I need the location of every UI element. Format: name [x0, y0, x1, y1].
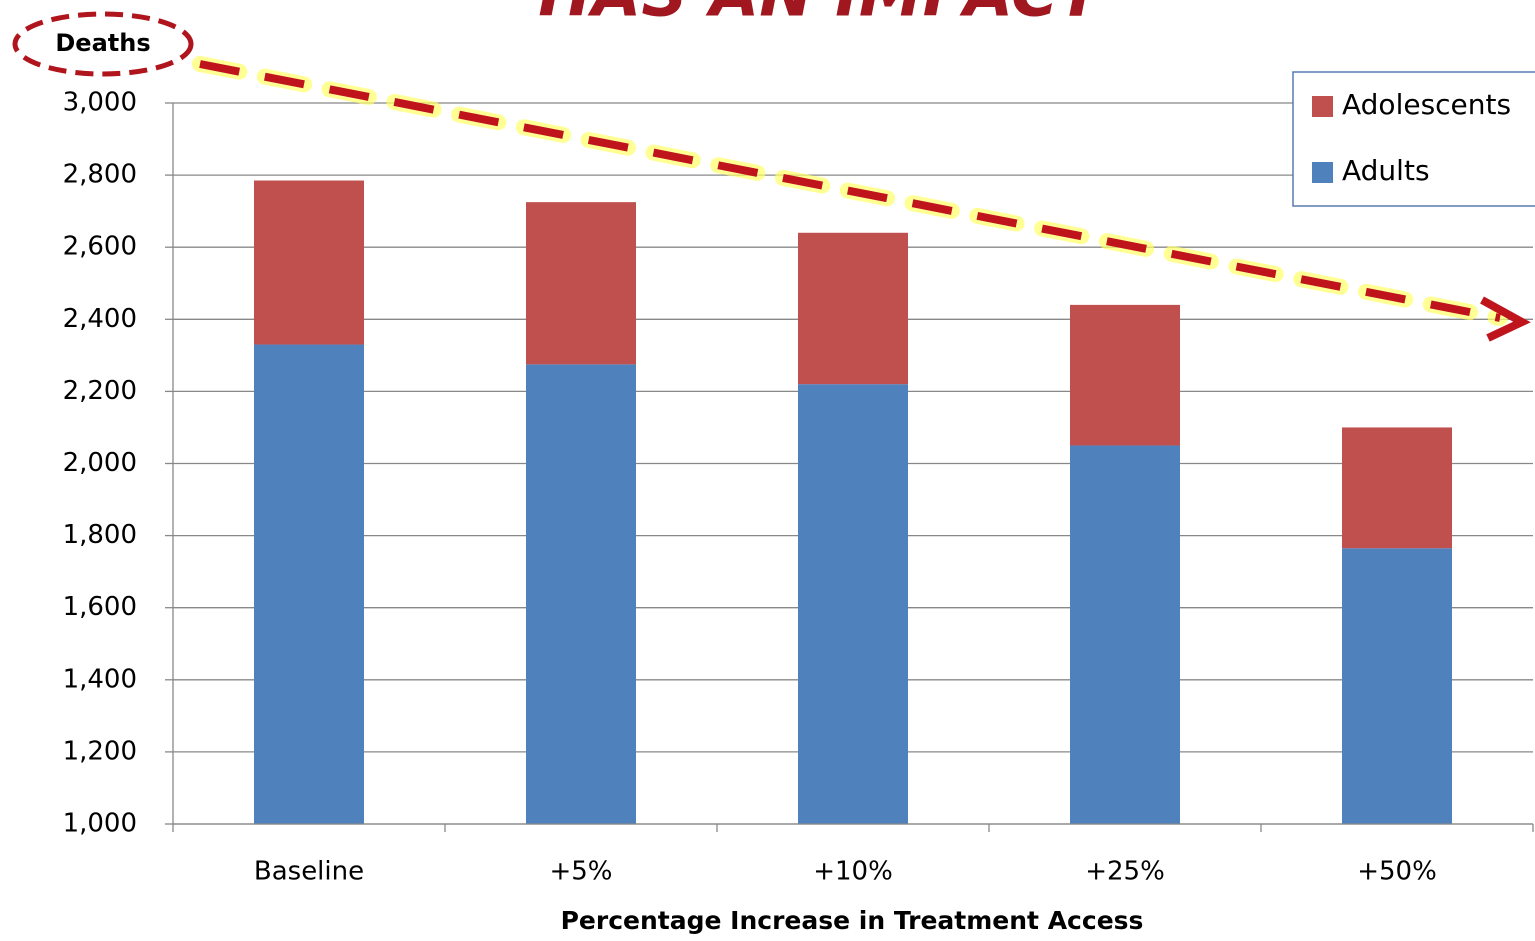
x-tick-label: +5%: [549, 857, 612, 887]
y-tick-label: 1,600: [63, 592, 137, 622]
chart-title: HAS AN IMPACT: [538, 0, 1106, 32]
y-tick-label: 3,000: [63, 88, 137, 118]
x-tick-label: +25%: [1085, 857, 1165, 887]
legend-box: [1292, 71, 1535, 207]
bar-segment: [1070, 304, 1180, 446]
bar-segment: [254, 180, 364, 345]
trend-arrow-head: [1480, 296, 1531, 342]
highlight-ellipse: [12, 11, 194, 77]
y-tick-label: 1,000: [63, 809, 137, 839]
y-tick-label: 2,400: [63, 304, 137, 334]
x-tick-label: +50%: [1357, 857, 1437, 887]
legend-label: Adults: [1342, 154, 1430, 187]
legend-swatch: [1312, 162, 1333, 183]
bar-segment: [526, 364, 636, 824]
y-tick-label: 2,800: [63, 160, 137, 190]
bar-segment: [526, 202, 636, 365]
bar-segment: [798, 384, 908, 824]
x-tick-label: +10%: [813, 857, 893, 887]
legend-swatch: [1312, 96, 1333, 117]
x-tick-label: Baseline: [254, 857, 364, 887]
y-tick-label: 1,800: [63, 520, 137, 550]
bar-segment: [1070, 445, 1180, 824]
y-axis-label: Deaths: [55, 29, 150, 57]
bar-segment: [798, 232, 908, 385]
trend-arrow: [199, 60, 1501, 322]
bar-segment: [1342, 548, 1452, 824]
x-axis-label: Percentage Increase in Treatment Access: [561, 906, 1144, 935]
y-tick-label: 2,600: [63, 232, 137, 262]
y-tick-label: 2,200: [63, 376, 137, 406]
bar-segment: [1342, 427, 1452, 549]
legend-label: Adolescents: [1342, 88, 1511, 121]
y-tick-label: 1,200: [63, 736, 137, 766]
y-tick-label: 2,000: [63, 448, 137, 478]
y-tick-label: 1,400: [63, 664, 137, 694]
bar-segment: [254, 344, 364, 824]
